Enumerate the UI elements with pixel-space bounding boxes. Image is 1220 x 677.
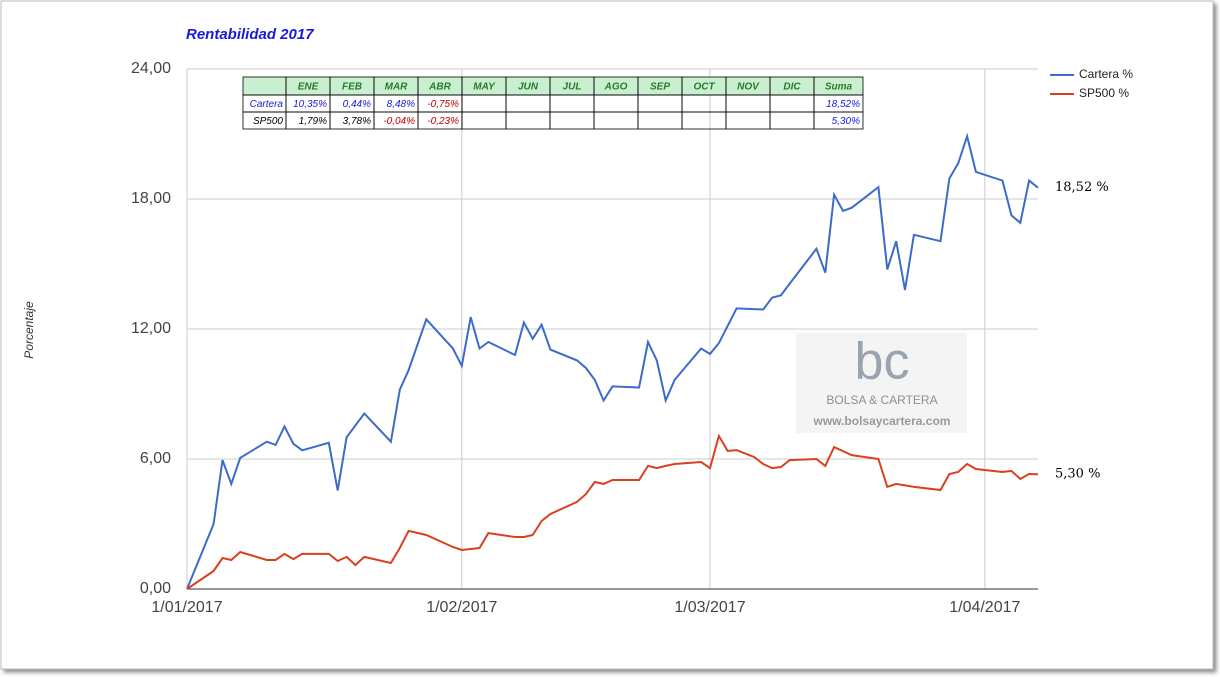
- y-tick-label: 6,00: [140, 450, 171, 467]
- table-header: AGO: [604, 82, 628, 93]
- table-header: ABR: [428, 82, 451, 93]
- table-header: JUL: [563, 82, 582, 93]
- table-header: SEP: [650, 82, 670, 93]
- chart-title: Rentabilidad 2017: [186, 26, 314, 43]
- watermark: bc BOLSA & CARTERA www.bolsaycartera.com: [796, 333, 967, 433]
- y-axis-title: Porcentaje: [22, 301, 36, 359]
- table-header: OCT: [693, 82, 715, 93]
- legend: Cartera % SP500 %: [1050, 67, 1133, 100]
- end-label: 18,52 %: [1055, 180, 1109, 195]
- table-header: JUN: [518, 82, 539, 93]
- table-header: Suma: [825, 82, 853, 93]
- table-value: 1,79%: [299, 116, 327, 127]
- series-line: [186, 132, 1039, 590]
- table-total: 18,52%: [826, 99, 860, 110]
- table-cell: [813, 111, 864, 130]
- x-tick-label: 1/04/2017: [949, 599, 1020, 616]
- x-tick-label: 1/03/2017: [674, 599, 745, 616]
- table-header: NOV: [737, 82, 760, 93]
- table-row-label: SP500: [253, 116, 283, 127]
- watermark-name: BOLSA & CARTERA: [826, 393, 937, 407]
- grid: 0,00 6,00 12,00 18,00 24,00 1/01/2017 1/02/201…: [131, 60, 1038, 616]
- legend-label: Cartera %: [1079, 67, 1133, 81]
- table-header-bg: [243, 77, 863, 95]
- legend-label: SP500 %: [1079, 86, 1129, 100]
- plot: 18,52 % 5,30 %: [186, 132, 1109, 590]
- table-value: 3,78%: [343, 116, 371, 127]
- table-value: 8,48%: [387, 99, 415, 110]
- table-header: ENE: [298, 82, 319, 93]
- watermark-logo: bc: [855, 333, 910, 391]
- y-tick-label: 24,00: [131, 60, 171, 77]
- table-row-label: Cartera: [250, 99, 284, 110]
- table-value: -0,23%: [427, 116, 459, 127]
- table-value: -0,04%: [383, 116, 415, 127]
- x-tick-label: 1/01/2017: [151, 599, 222, 616]
- table-value: -0,75%: [427, 99, 459, 110]
- table-total: 5,30%: [832, 116, 860, 127]
- table-header: MAR: [385, 82, 409, 93]
- table-header: DIC: [783, 82, 801, 93]
- y-tick-label: 12,00: [131, 320, 171, 337]
- table-value: 10,35%: [293, 99, 327, 110]
- y-tick-label: 18,00: [131, 190, 171, 207]
- watermark-url: www.bolsaycartera.com: [813, 414, 951, 428]
- watermark-box: [796, 333, 967, 433]
- end-label: 5,30 %: [1055, 467, 1100, 482]
- y-tick-label: 0,00: [140, 580, 171, 597]
- table-header: FEB: [342, 82, 362, 93]
- table-header: MAY: [473, 82, 496, 93]
- summary-table: ENE FEB MAR ABR MAY JUN JUL AGO SEP OCT NOV DIC Suma…: [242, 76, 864, 130]
- x-tick-label: 1/02/2017: [426, 599, 497, 616]
- series-line: [186, 433, 1039, 590]
- table-value: 0,44%: [343, 99, 371, 110]
